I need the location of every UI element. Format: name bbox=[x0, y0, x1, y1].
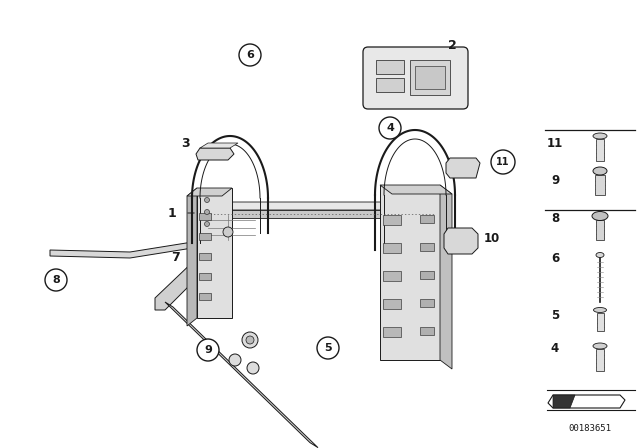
Text: 4: 4 bbox=[551, 341, 559, 354]
Bar bbox=[199, 273, 211, 280]
Circle shape bbox=[205, 210, 209, 215]
Circle shape bbox=[491, 150, 515, 174]
Text: 6: 6 bbox=[246, 50, 254, 60]
Polygon shape bbox=[446, 158, 480, 178]
Ellipse shape bbox=[592, 211, 608, 220]
Circle shape bbox=[197, 339, 219, 361]
Bar bbox=[376, 60, 404, 74]
Text: 5: 5 bbox=[551, 309, 559, 322]
Text: 6: 6 bbox=[551, 251, 559, 264]
Ellipse shape bbox=[593, 167, 607, 175]
Text: 2: 2 bbox=[447, 39, 456, 52]
Ellipse shape bbox=[596, 253, 604, 258]
Text: 10: 10 bbox=[484, 232, 500, 245]
Bar bbox=[415, 66, 445, 89]
Ellipse shape bbox=[593, 343, 607, 349]
Text: 11: 11 bbox=[496, 157, 509, 167]
Text: 4: 4 bbox=[386, 123, 394, 133]
Polygon shape bbox=[187, 188, 232, 196]
Ellipse shape bbox=[593, 133, 607, 139]
Text: 7: 7 bbox=[171, 250, 179, 263]
Bar bbox=[383, 215, 401, 225]
Text: 8: 8 bbox=[551, 211, 559, 224]
Polygon shape bbox=[440, 185, 452, 369]
Bar bbox=[383, 243, 401, 253]
Circle shape bbox=[205, 198, 209, 202]
Polygon shape bbox=[548, 395, 625, 408]
Circle shape bbox=[205, 221, 209, 227]
Polygon shape bbox=[50, 240, 205, 258]
Bar bbox=[596, 139, 604, 161]
Polygon shape bbox=[553, 395, 575, 408]
Text: 9: 9 bbox=[551, 173, 559, 186]
Circle shape bbox=[379, 117, 401, 139]
Bar bbox=[420, 299, 434, 307]
Text: 3: 3 bbox=[180, 137, 189, 150]
Circle shape bbox=[239, 44, 261, 66]
Bar bbox=[596, 349, 604, 371]
Text: 1: 1 bbox=[168, 207, 177, 220]
Ellipse shape bbox=[593, 307, 607, 313]
Text: 5: 5 bbox=[324, 343, 332, 353]
Bar bbox=[420, 327, 434, 335]
Text: 9: 9 bbox=[204, 345, 212, 355]
Text: 8: 8 bbox=[52, 275, 60, 285]
Bar bbox=[199, 233, 211, 240]
Text: 11: 11 bbox=[547, 137, 563, 150]
Bar bbox=[199, 253, 211, 260]
Bar bbox=[376, 78, 404, 92]
Bar bbox=[383, 299, 401, 309]
Bar bbox=[420, 215, 434, 223]
Polygon shape bbox=[155, 258, 205, 310]
Circle shape bbox=[223, 227, 233, 237]
FancyBboxPatch shape bbox=[363, 47, 468, 109]
Polygon shape bbox=[444, 228, 478, 254]
Bar bbox=[383, 271, 401, 281]
Circle shape bbox=[229, 354, 241, 366]
Bar bbox=[199, 293, 211, 300]
Bar bbox=[596, 220, 604, 240]
Polygon shape bbox=[380, 185, 452, 194]
Bar bbox=[410, 60, 450, 95]
Polygon shape bbox=[210, 210, 435, 218]
Circle shape bbox=[317, 337, 339, 359]
Bar bbox=[383, 327, 401, 337]
Polygon shape bbox=[187, 188, 197, 326]
Polygon shape bbox=[205, 202, 435, 210]
Polygon shape bbox=[196, 148, 234, 160]
Bar bbox=[595, 175, 605, 195]
Bar bbox=[420, 243, 434, 251]
Bar bbox=[596, 313, 604, 331]
Bar bbox=[420, 271, 434, 279]
Polygon shape bbox=[200, 143, 238, 148]
Circle shape bbox=[247, 362, 259, 374]
Circle shape bbox=[242, 332, 258, 348]
Bar bbox=[197, 188, 232, 318]
Bar bbox=[199, 213, 211, 220]
Polygon shape bbox=[165, 302, 318, 448]
Text: 00183651: 00183651 bbox=[568, 423, 611, 432]
Circle shape bbox=[45, 269, 67, 291]
Bar bbox=[380, 185, 440, 360]
Circle shape bbox=[246, 336, 254, 344]
